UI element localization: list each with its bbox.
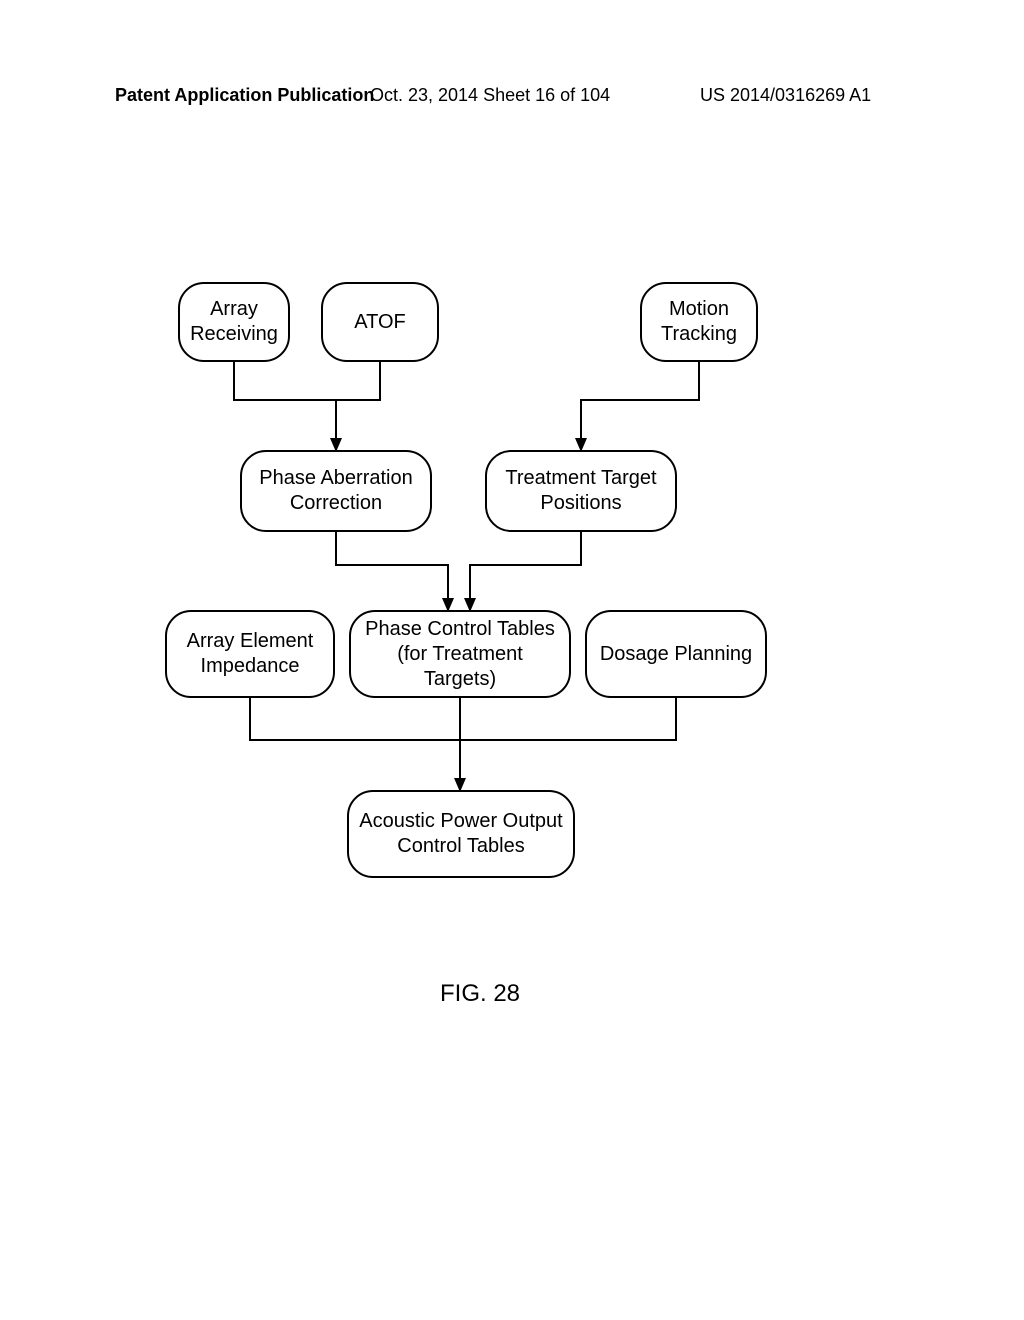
node-label: Phase Control Tables(for Treatment Targe…	[361, 617, 559, 692]
node-label: Acoustic Power OutputControl Tables	[359, 809, 562, 859]
node-phase-aberration-correction: Phase AberrationCorrection	[240, 450, 432, 532]
flowchart-diagram: ArrayReceiving ATOF MotionTracking Phase…	[0, 0, 1024, 1320]
node-atof: ATOF	[321, 282, 439, 362]
node-label: Dosage Planning	[600, 642, 752, 667]
node-label: Phase AberrationCorrection	[259, 466, 412, 516]
node-phase-control-tables: Phase Control Tables(for Treatment Targe…	[349, 610, 571, 698]
node-label: Treatment TargetPositions	[505, 466, 656, 516]
node-label: ATOF	[354, 310, 405, 335]
figure-caption: FIG. 28	[440, 980, 520, 1008]
node-label: ArrayReceiving	[190, 297, 278, 347]
node-array-element-impedance: Array ElementImpedance	[165, 610, 335, 698]
node-motion-tracking: MotionTracking	[640, 282, 758, 362]
node-array-receiving: ArrayReceiving	[178, 282, 290, 362]
node-label: MotionTracking	[661, 297, 737, 347]
node-label: Array ElementImpedance	[187, 629, 314, 679]
node-treatment-target-positions: Treatment TargetPositions	[485, 450, 677, 532]
node-acoustic-power-output: Acoustic Power OutputControl Tables	[347, 790, 575, 878]
node-dosage-planning: Dosage Planning	[585, 610, 767, 698]
